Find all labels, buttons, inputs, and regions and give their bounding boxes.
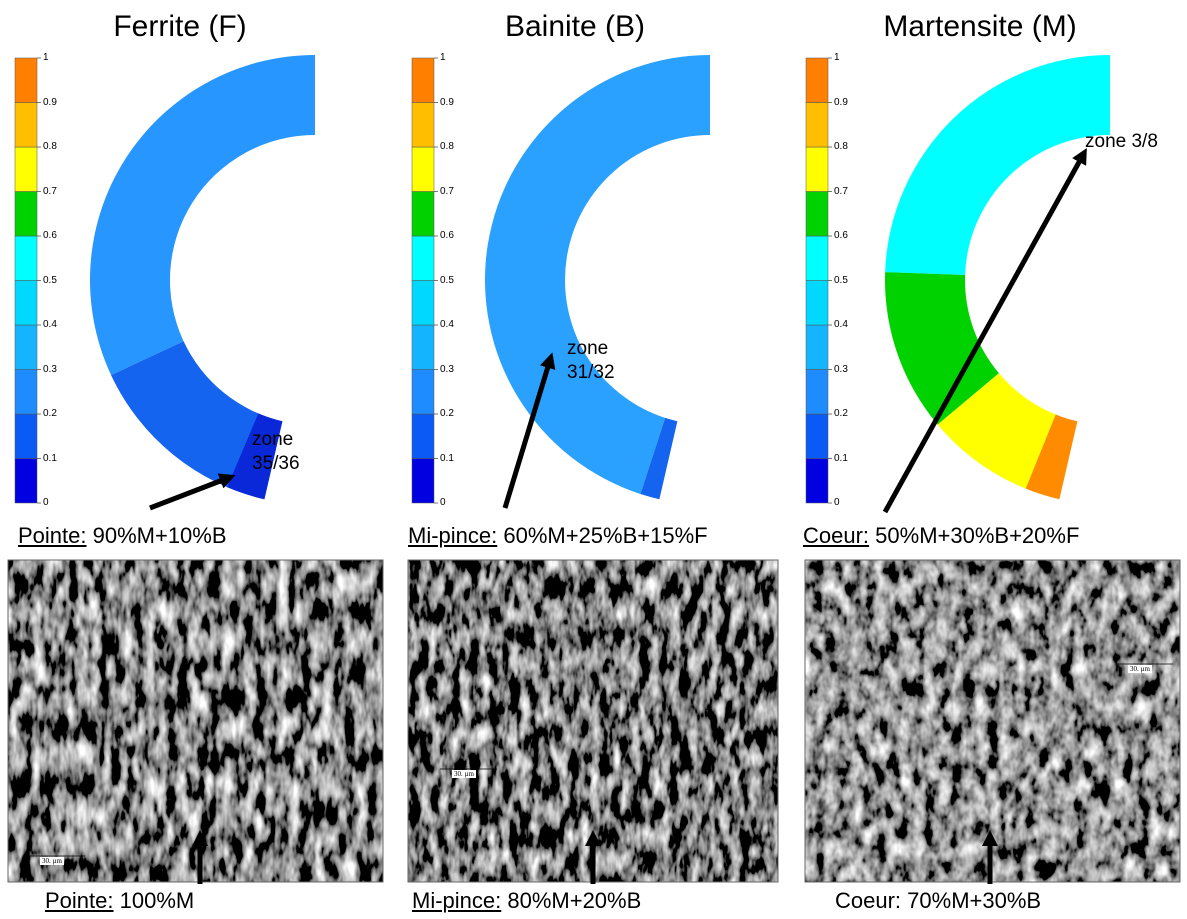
colorbar-segment [15, 325, 37, 370]
panel-title: Bainite (B) [505, 10, 645, 44]
panel-title: Ferrite (F) [113, 10, 246, 44]
colorbar-tick-label: 0.2 [43, 408, 57, 419]
colorbar-tick-label: 0.6 [440, 230, 454, 241]
scale-label: 30. µm [452, 770, 476, 778]
colorbar-segment [412, 281, 434, 326]
colorbar-tick-label: 0 [43, 497, 49, 508]
colorbar-segment [412, 147, 434, 192]
caption-label: Coeur: [803, 523, 869, 548]
figure: Ferrite (F) 0 0.1 0.2 0.3 0.4 0.5 0.6 0.7 0.8 0.9 1… [0, 0, 1187, 919]
caption-label: Mi-pince: [412, 888, 501, 913]
colorbar-tick-label: 1 [43, 52, 49, 63]
zone-label: zone 35/36 [252, 428, 312, 476]
colorbar-tick-label: 0.1 [440, 453, 454, 464]
colorbar-segment [806, 236, 828, 281]
colorbar-tick-label: 0.7 [440, 186, 454, 197]
colorbar-tick-label: 0.9 [440, 97, 454, 108]
colorbar-segment [15, 147, 37, 192]
colorbar-segment [806, 414, 828, 459]
colorbar-segment [806, 58, 828, 103]
colorbar-tick-label: 0.4 [43, 319, 57, 330]
caption-label: Coeur: [835, 888, 901, 913]
colorbar-segment [15, 459, 37, 504]
colorbar-segment [412, 414, 434, 459]
pointer-arrow [150, 478, 228, 508]
colorbar-segment [15, 370, 37, 415]
colorbar-segment [806, 370, 828, 415]
colorbar-tick-label: 0.5 [834, 275, 848, 286]
colorbar-tick-label: 0.3 [43, 364, 57, 375]
caption: Mi-pince: 60%M+25%B+15%F [408, 523, 708, 549]
colorbar-segment [15, 281, 37, 326]
colorbar-tick-label: 0.7 [43, 186, 57, 197]
panel-title: Martensite (M) [883, 10, 1076, 44]
colorbar-tick-label: 0.6 [834, 230, 848, 241]
caption-text: 70%M+30%B [901, 888, 1041, 913]
colorbar-segment [806, 192, 828, 237]
colorbar-segment [15, 103, 37, 148]
colorbar-tick-label: 0.9 [43, 97, 57, 108]
caption-text: 100%M [114, 888, 195, 913]
caption: Coeur: 50%M+30%B+20%F [803, 523, 1079, 549]
colorbar-tick-label: 1 [834, 52, 840, 63]
colorbar-tick-label: 0.5 [440, 275, 454, 286]
colorbar-tick-label: 0.8 [834, 141, 848, 152]
colorbar-tick-label: 0 [834, 497, 840, 508]
colorbar-tick-label: 0.2 [834, 408, 848, 419]
colorbar-tick-label: 0.7 [834, 186, 848, 197]
figure-graphics [0, 0, 1187, 919]
colorbar-segment [412, 459, 434, 504]
caption-label: Pointe: [18, 523, 87, 548]
colorbar-tick-label: 0.2 [440, 408, 454, 419]
micrograph [805, 560, 1180, 882]
caption: Pointe: 90%M+10%B [18, 523, 227, 549]
caption-label: Mi-pince: [408, 523, 497, 548]
caption-text: 90%M+10%B [87, 523, 227, 548]
colorbar-tick-label: 0.5 [43, 275, 57, 286]
colorbar-segment [15, 236, 37, 281]
colorbar-segment [15, 192, 37, 237]
colorbar-segment [412, 236, 434, 281]
colorbar-segment [806, 281, 828, 326]
caption-text: 50%M+30%B+20%F [869, 523, 1079, 548]
caption-label: Pointe: [45, 888, 114, 913]
zone-label: zone 3/8 [1085, 130, 1175, 154]
colorbar-tick-label: 0.8 [43, 141, 57, 152]
colorbar-segment [412, 103, 434, 148]
colorbar-segment [15, 414, 37, 459]
colorbar-segment [412, 192, 434, 237]
colorbar-segment [412, 370, 434, 415]
colorbar-tick-label: 0.1 [43, 453, 57, 464]
colorbar-segment [412, 325, 434, 370]
micrograph-caption: Pointe: 100%M [45, 888, 194, 914]
micrograph [408, 560, 778, 882]
colorbar-tick-label: 0.3 [440, 364, 454, 375]
colorbar-tick-label: 0.1 [834, 453, 848, 464]
micrograph-caption: Coeur: 70%M+30%B [835, 888, 1041, 914]
colorbar-tick-label: 0.3 [834, 364, 848, 375]
scale-label: 30. µm [40, 857, 64, 865]
micrograph-caption: Mi-pince: 80%M+20%B [412, 888, 641, 914]
micrograph [8, 560, 383, 882]
colorbar-tick-label: 0.4 [834, 319, 848, 330]
colorbar-tick-label: 0.4 [440, 319, 454, 330]
zone-label: zone 31/32 [567, 337, 627, 385]
colorbar-tick-label: 0.6 [43, 230, 57, 241]
colorbar-tick-label: 1 [440, 52, 446, 63]
colorbar-segment [806, 459, 828, 504]
colorbar-segment [806, 103, 828, 148]
colorbar-tick-label: 0.9 [834, 97, 848, 108]
colorbar-tick-label: 0 [440, 497, 446, 508]
phase-region [90, 55, 315, 375]
colorbar-segment [806, 325, 828, 370]
caption-text: 60%M+25%B+15%F [497, 523, 707, 548]
colorbar-segment [15, 58, 37, 103]
scale-label: 30. µm [1128, 665, 1152, 673]
colorbar-segment [806, 147, 828, 192]
colorbar-tick-label: 0.8 [440, 141, 454, 152]
colorbar-segment [412, 58, 434, 103]
phase-region [485, 55, 710, 494]
caption-text: 80%M+20%B [501, 888, 641, 913]
